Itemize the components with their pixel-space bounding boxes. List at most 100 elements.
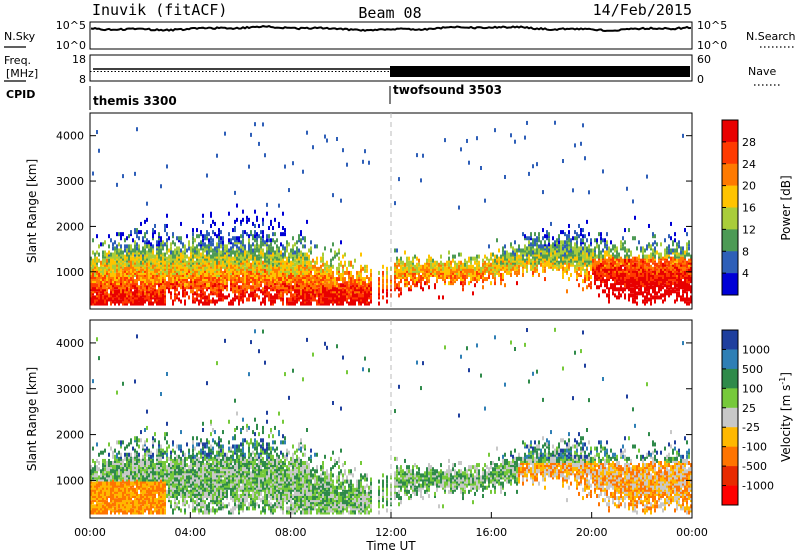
power-cell [524, 246, 526, 251]
power-cell [262, 268, 264, 273]
power-cell [590, 281, 592, 286]
power-cell [498, 256, 500, 261]
power-cell [198, 262, 200, 267]
power-cell [292, 248, 294, 253]
power-cell [298, 287, 300, 292]
power-cell [516, 264, 518, 269]
power-cell [236, 252, 238, 257]
power-cell [176, 252, 178, 257]
power-cell [162, 289, 164, 294]
power-cell [638, 272, 640, 277]
power-cell [650, 281, 652, 286]
power-cell [488, 266, 490, 271]
power-cell [246, 256, 248, 261]
power-cell [240, 270, 242, 275]
power-cell [518, 260, 520, 265]
power-cell [136, 246, 138, 251]
power-cell [656, 242, 658, 247]
power-cell [116, 272, 118, 277]
power-cell [362, 277, 364, 282]
power-cell [300, 293, 302, 298]
power-cell [356, 277, 358, 282]
power-cell [224, 266, 226, 271]
power-cell [456, 268, 458, 273]
power-cell [298, 283, 300, 288]
power-cell [400, 272, 402, 277]
power-cell [242, 281, 244, 286]
nsky-tick-top-right: 10^5 [697, 19, 727, 32]
power-cell [436, 279, 438, 284]
power-cell [294, 277, 296, 282]
power-cell [126, 252, 128, 257]
power-cell [338, 248, 340, 253]
power-cell [262, 221, 264, 226]
power-cell [324, 246, 326, 251]
power-cell [628, 281, 630, 286]
power-cell [598, 232, 600, 237]
power-cell [234, 252, 236, 257]
power-cell [492, 252, 494, 257]
power-cell [370, 291, 372, 296]
power-cell [580, 248, 582, 253]
power-cell [546, 258, 548, 263]
power-cell [140, 297, 142, 302]
power-cell [328, 279, 330, 284]
power-cell [206, 260, 208, 265]
power-cell [208, 275, 210, 280]
power-cell [572, 248, 574, 253]
power-cell [566, 256, 568, 261]
power-cell [598, 264, 600, 269]
power-cell [110, 254, 112, 259]
power-cell [652, 256, 654, 261]
power-cell [488, 275, 490, 280]
power-cell [602, 238, 604, 243]
power-cell [176, 246, 178, 251]
power-cell [664, 264, 666, 269]
power-cell [352, 299, 354, 304]
power-cell [554, 262, 556, 267]
power-cell [658, 270, 660, 275]
power-cell [626, 266, 628, 271]
power-cell [494, 254, 496, 259]
power-cell [130, 258, 132, 263]
power-cell [120, 293, 122, 298]
power-cell [94, 264, 96, 269]
power-cell [318, 281, 320, 286]
power-cell [586, 254, 588, 259]
power-cell [210, 268, 212, 273]
power-cell [256, 275, 258, 280]
power-cell [412, 258, 414, 263]
power-cell [184, 254, 186, 259]
power-cell [504, 244, 506, 249]
power-cell [230, 279, 232, 284]
power-cell [608, 258, 610, 263]
power-cell [168, 258, 170, 263]
power-cell [340, 297, 342, 302]
power-cell [232, 268, 234, 273]
power-cell [616, 295, 618, 300]
power-cell [416, 268, 418, 273]
power-cell [322, 262, 324, 267]
power-cell [226, 285, 228, 290]
power-cell [96, 291, 98, 296]
power-cell [266, 289, 268, 294]
power-cell [130, 252, 132, 257]
power-cell [658, 275, 660, 280]
power-cell [268, 256, 270, 261]
power-cell [164, 223, 166, 228]
power-cell [216, 248, 218, 253]
power-cell [488, 258, 490, 263]
power-cell [306, 283, 308, 288]
power-cell [156, 268, 158, 273]
power-cell [526, 246, 528, 251]
power-cell [628, 293, 630, 298]
power-cell [588, 250, 590, 255]
power-cell [386, 275, 388, 280]
power-cell [234, 260, 236, 265]
power-cell [120, 272, 122, 277]
power-cell [224, 283, 226, 288]
power-cell [516, 268, 518, 273]
power-cell [288, 258, 290, 263]
power-cell [648, 262, 650, 267]
power-cell [478, 277, 480, 282]
